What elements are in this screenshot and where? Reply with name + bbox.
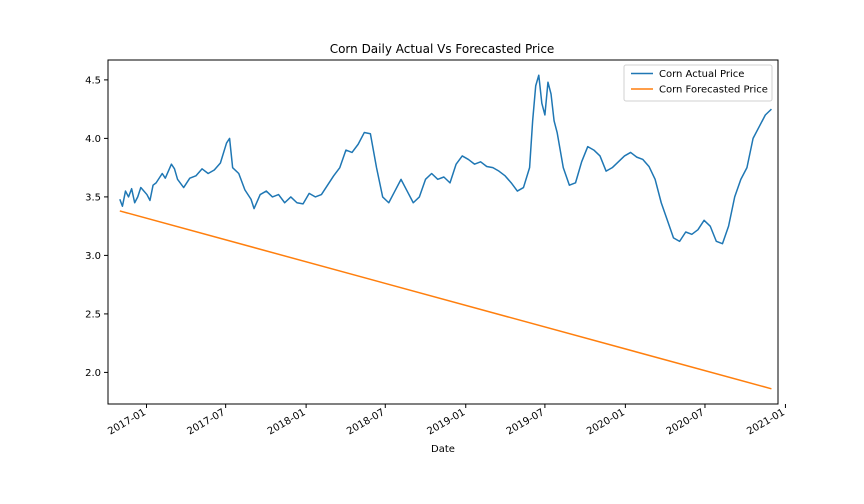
x-axis-label: Date [431, 444, 455, 455]
x-axis: 2017-01 2017-07 2018-01 2018-07 2019-01 2019-… [106, 404, 787, 437]
y-tick-label: 3.0 [85, 251, 101, 262]
y-axis: 2.0 2.5 3.0 3.5 4.0 4.5 [85, 75, 108, 379]
x-tick-label: 2021-01 [745, 407, 787, 437]
legend-label-forecast: Corn Forecasted Price [659, 85, 768, 96]
y-tick-label: 2.5 [85, 309, 101, 320]
chart-title: Corn Daily Actual Vs Forecasted Price [330, 42, 555, 56]
series-line-forecast [119, 210, 772, 390]
y-tick-label: 4.5 [85, 75, 101, 86]
axes-frame [107, 59, 779, 405]
x-tick-label: 2017-01 [106, 407, 148, 437]
legend: Corn Actual Price Corn Forecasted Price [623, 64, 773, 102]
y-tick-label: 2.0 [85, 368, 101, 379]
x-tick-label: 2018-07 [345, 407, 387, 437]
x-tick-label: 2018-01 [266, 407, 308, 437]
x-tick-label: 2020-01 [585, 407, 627, 437]
x-tick-label: 2019-01 [426, 407, 468, 437]
y-tick-label: 3.5 [85, 192, 101, 203]
legend-box [623, 64, 773, 102]
x-tick-label: 2019-07 [505, 407, 547, 437]
x-tick-label: 2020-07 [665, 407, 707, 437]
x-tick-label: 2017-07 [185, 407, 227, 437]
plot-area [119, 74, 772, 390]
y-tick-label: 4.0 [85, 134, 101, 145]
legend-label-actual: Corn Actual Price [659, 69, 744, 80]
series-line-actual [119, 74, 772, 245]
